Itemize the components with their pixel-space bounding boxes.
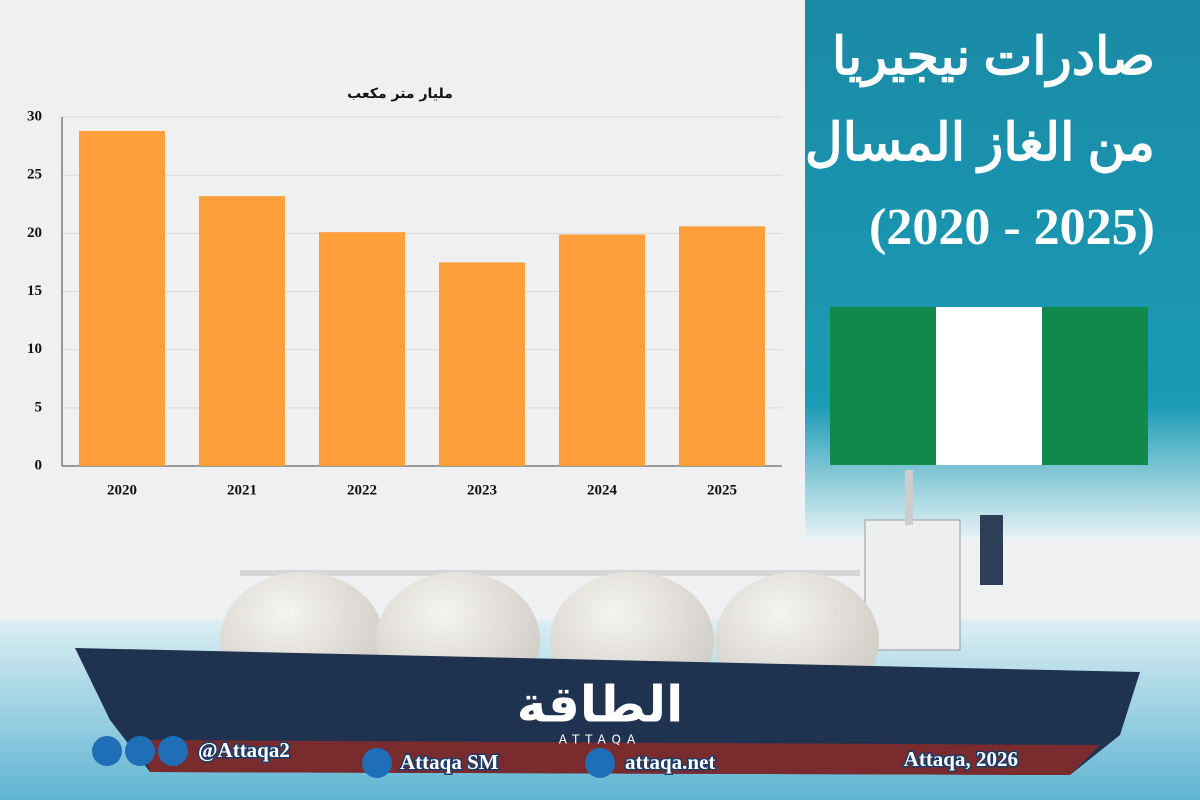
- y-tick-label: 25: [27, 167, 42, 183]
- flag-stripe: [830, 307, 936, 465]
- y-tick-label: 10: [27, 341, 42, 357]
- x-tick-label: 2024: [587, 482, 618, 498]
- youtube-icon[interactable]: [362, 748, 392, 778]
- y-tick-label: 20: [27, 225, 42, 241]
- bar: [79, 130, 165, 466]
- ship-deck: [240, 570, 860, 576]
- x-tick-label: 2023: [467, 482, 497, 498]
- youtube-handle[interactable]: Attaqa SM: [399, 748, 501, 775]
- bar: [679, 226, 765, 466]
- title-line: (2020 - 2025): [869, 199, 1155, 256]
- social-icons: [92, 736, 615, 778]
- source: Attaqa, 2026: [904, 747, 1018, 771]
- ship-mast: [905, 470, 913, 525]
- x-tick-label: 2022: [347, 482, 377, 498]
- social-handle[interactable]: @Attaqa2: [197, 736, 292, 763]
- y-tick-label: 0: [35, 457, 43, 473]
- y-tick-label: 30: [27, 108, 42, 124]
- logo-latin: ATTAQA: [559, 733, 641, 747]
- bar: [199, 196, 285, 466]
- y-tick-label: 5: [35, 399, 43, 415]
- bar: [439, 262, 525, 466]
- bar: [319, 232, 405, 466]
- flag-stripe: [936, 307, 1042, 465]
- ship-bridge: [864, 519, 961, 651]
- x-tick-label: 2021: [227, 482, 257, 498]
- x-icon[interactable]: [92, 736, 122, 766]
- nigeria-flag: [830, 307, 1148, 465]
- title-line: صادرات نيجيريا: [832, 29, 1155, 88]
- y-axis-unit: مليار متر مكعب: [347, 86, 453, 102]
- x-tick-label: 2025: [707, 482, 737, 498]
- ship-funnel: [980, 515, 1003, 585]
- facebook-icon[interactable]: [158, 736, 188, 766]
- bar: [559, 234, 645, 466]
- x-tick-label: 2020: [107, 482, 137, 498]
- flag-stripe: [1042, 307, 1148, 465]
- instagram-icon[interactable]: [125, 736, 155, 766]
- website[interactable]: attaqa.net: [624, 748, 717, 775]
- web-icon[interactable]: [585, 748, 615, 778]
- logo: الطاقة: [517, 676, 683, 734]
- y-tick-label: 15: [27, 283, 42, 299]
- title-line: من الغاز المسال: [805, 115, 1155, 174]
